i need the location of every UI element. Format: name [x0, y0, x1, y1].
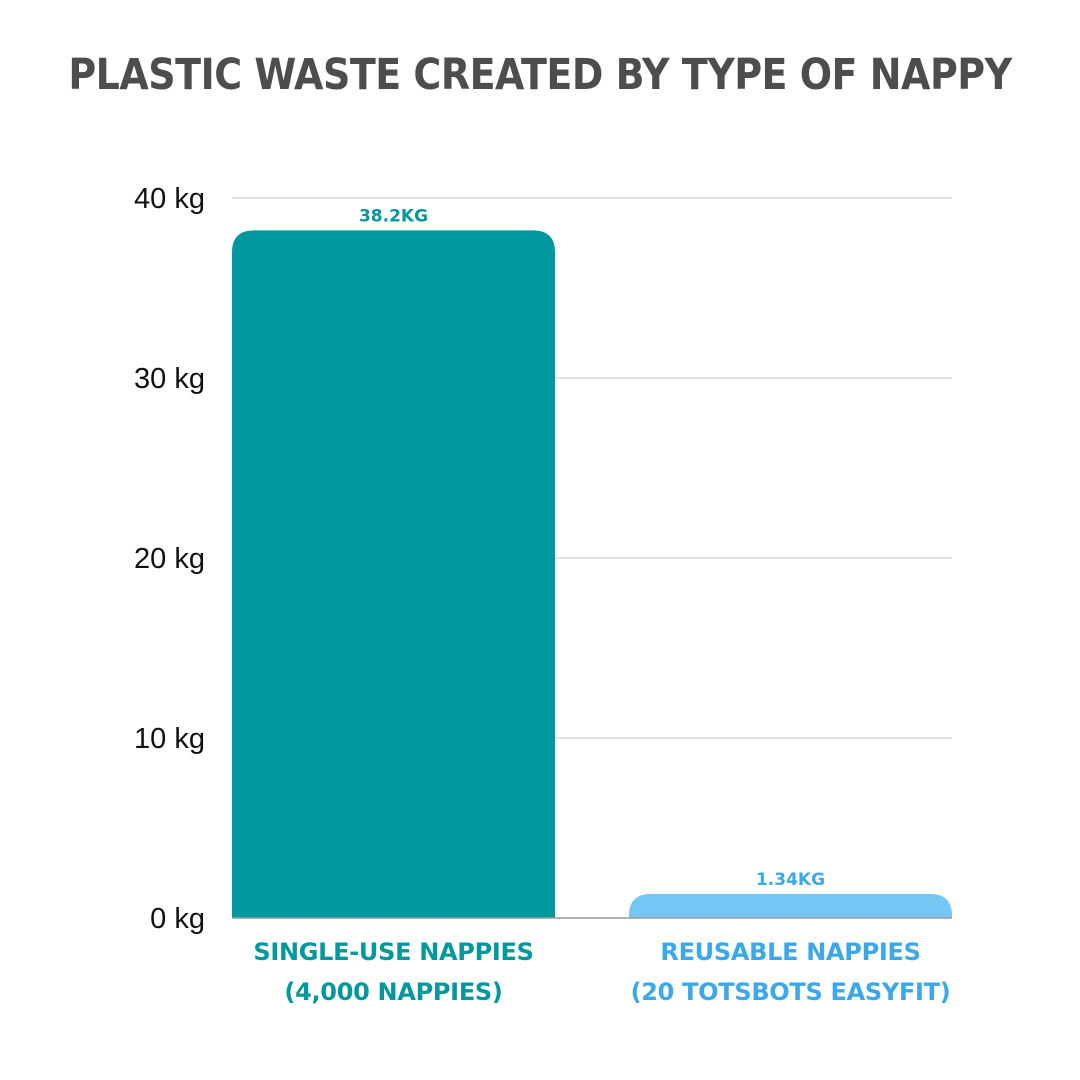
data-label: 38.2KG [359, 206, 428, 226]
y-tick-label: 40 kg [134, 183, 205, 215]
category-label: SINGLE-USE NAPPIES [253, 938, 533, 966]
y-tick-label: 0 kg [150, 903, 205, 935]
chart-title: PLASTIC WASTE CREATED BY TYPE OF NAPPY [68, 50, 1012, 100]
y-tick-label: 10 kg [134, 723, 205, 755]
data-label: 1.34KG [756, 870, 825, 890]
bar [629, 893, 952, 918]
category-label: REUSABLE NAPPIES [660, 938, 920, 966]
bars [232, 230, 952, 918]
y-tick-label: 20 kg [134, 543, 205, 575]
bar [232, 230, 555, 918]
category-label: (20 TOTSBOTS EASYFIT) [631, 978, 951, 1006]
category-labels: SINGLE-USE NAPPIES (4,000 NAPPIES) REUSABL… [253, 938, 950, 1006]
data-labels: 38.2KG 1.34KG [359, 206, 825, 889]
y-axis-tick-labels: 0 kg 10 kg 20 kg 30 kg 40 kg [134, 183, 205, 935]
y-tick-label: 30 kg [134, 363, 205, 395]
category-label: (4,000 NAPPIES) [284, 978, 502, 1006]
